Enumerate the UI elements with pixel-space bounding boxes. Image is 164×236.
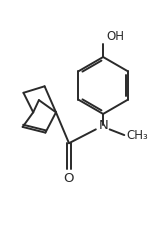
Text: O: O xyxy=(64,172,74,185)
Text: OH: OH xyxy=(106,30,124,43)
Text: N: N xyxy=(98,119,108,132)
Text: CH₃: CH₃ xyxy=(127,129,148,142)
